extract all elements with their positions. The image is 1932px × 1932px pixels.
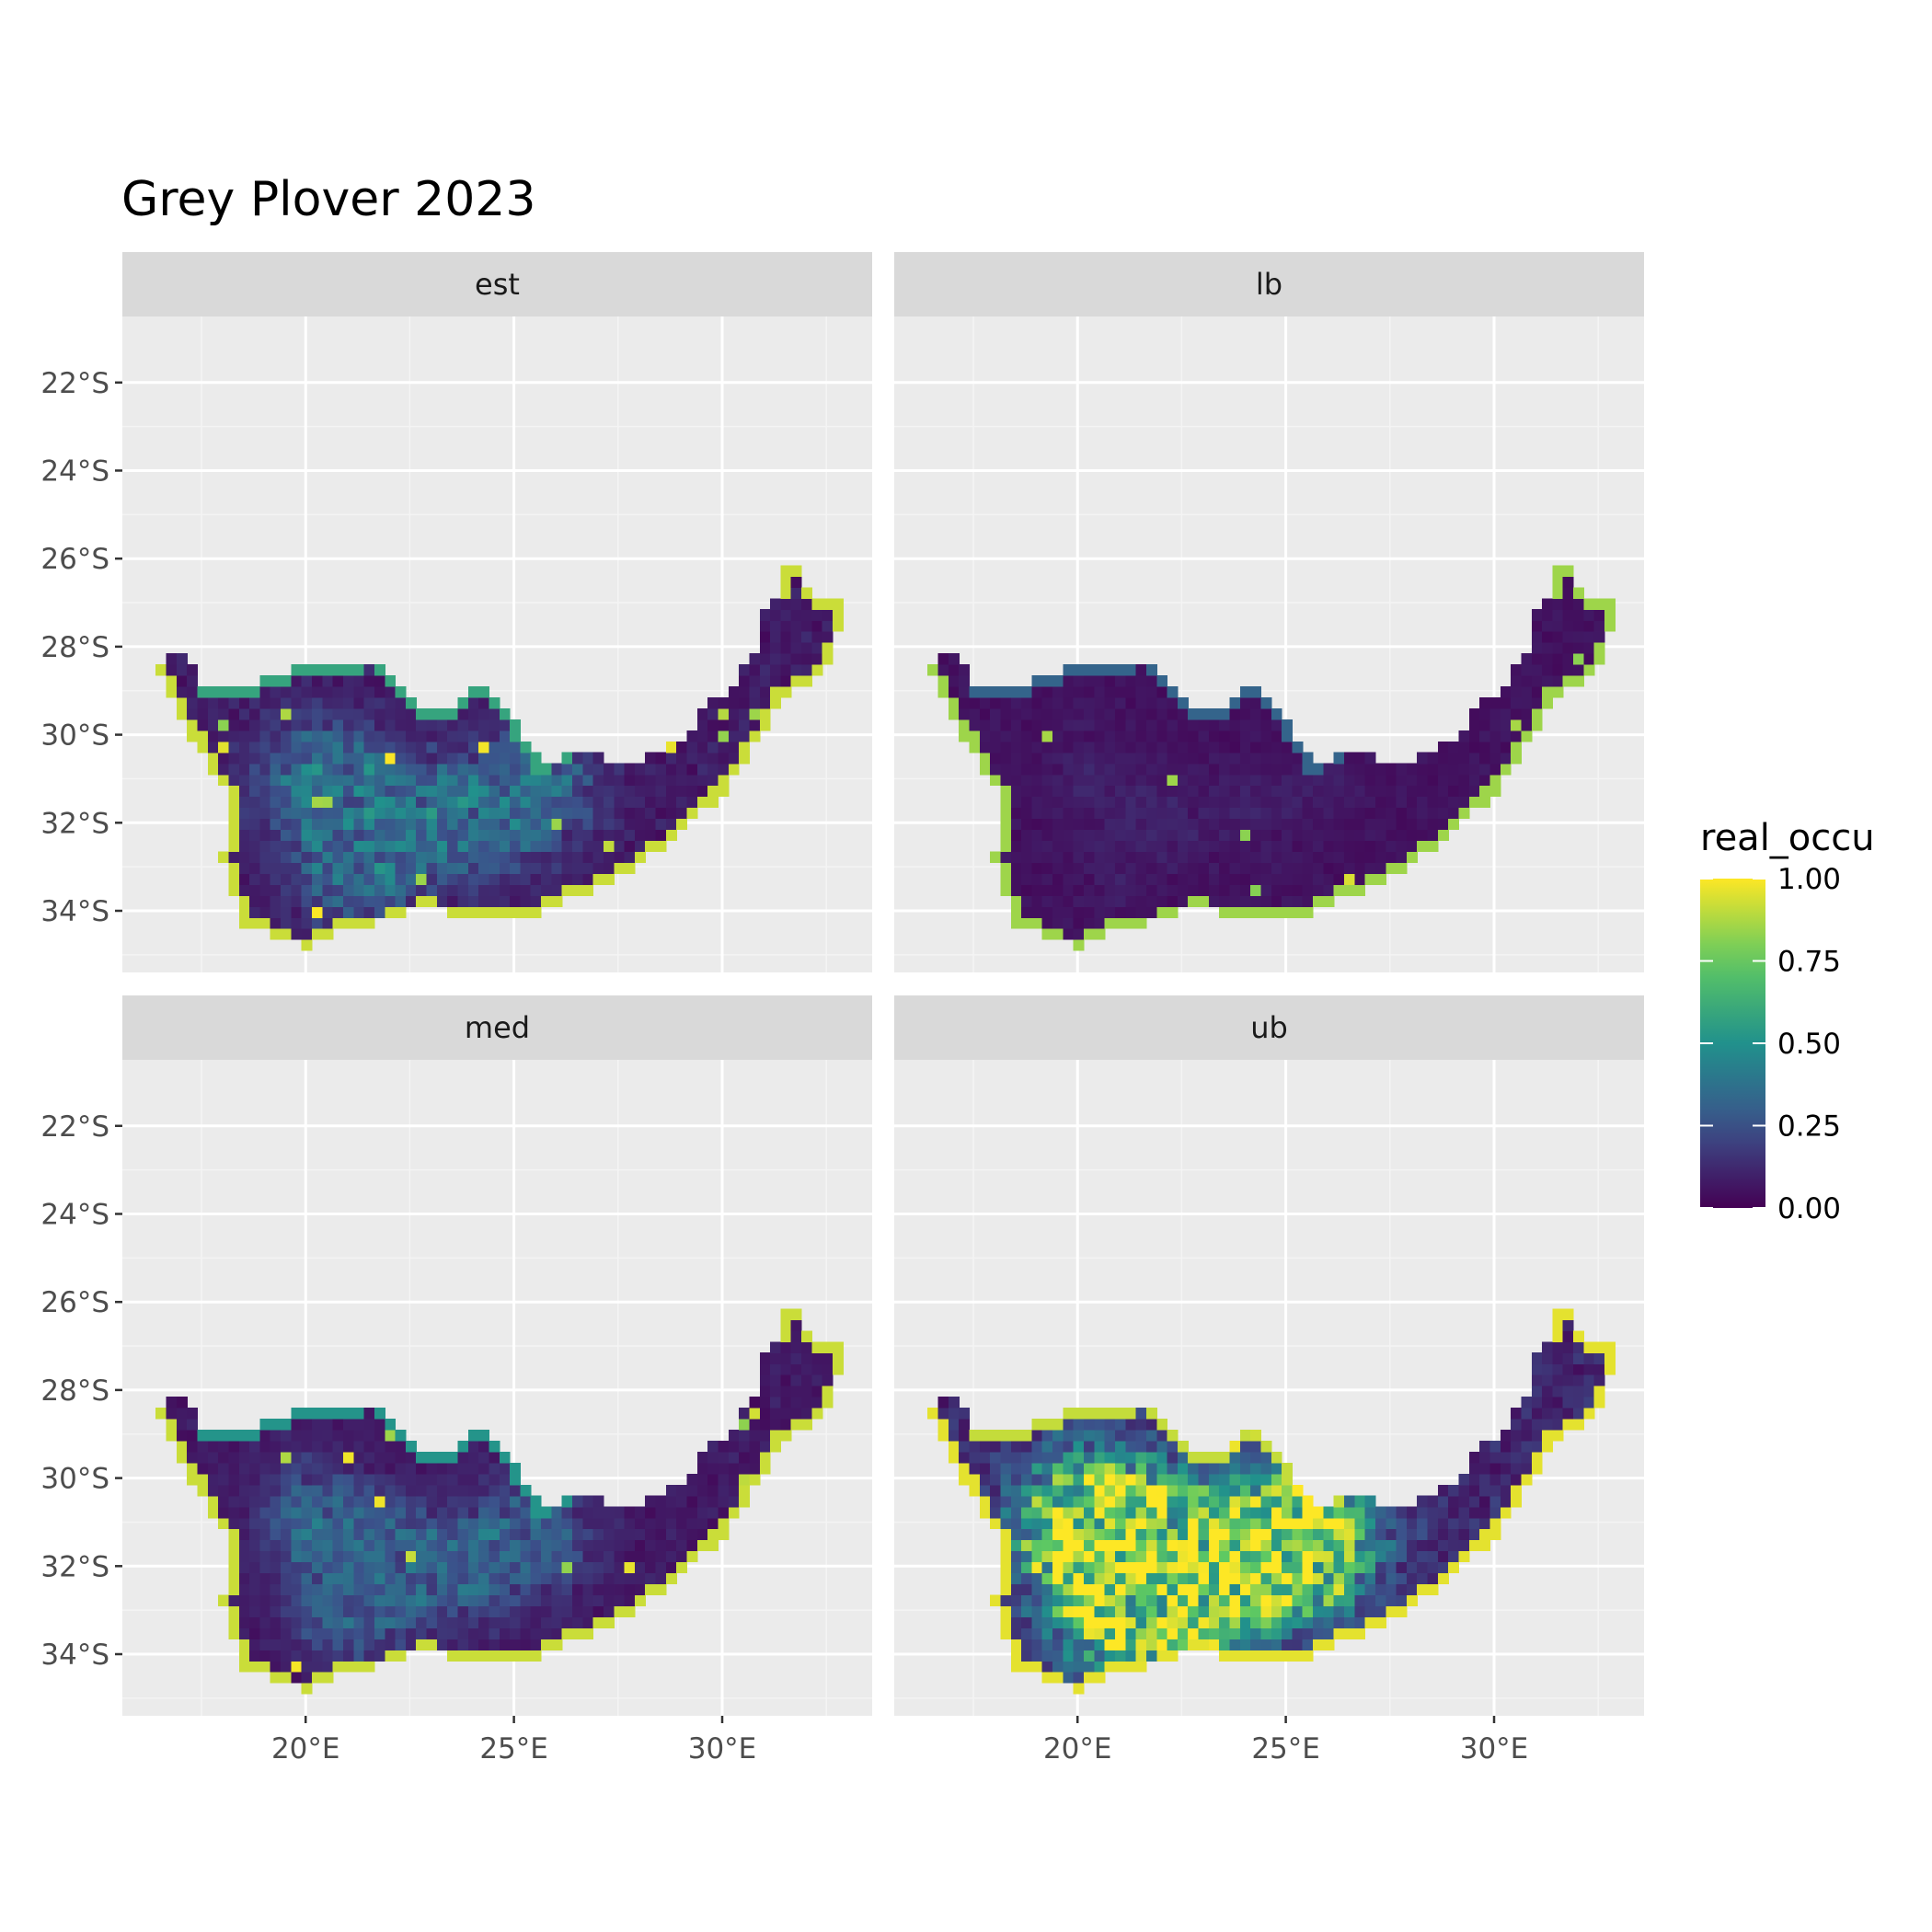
axis-ticks: 22°S 24°S 26°S 28°S 30°S 32°S 34°S 20°E 25°E 30°E: [40, 1110, 756, 1765]
y-tick-label: 30°S: [40, 1463, 109, 1496]
x-tick-label: 30°E: [1460, 1732, 1529, 1765]
axis-ticks: 20°E 25°E 30°E: [1043, 1716, 1528, 1765]
legend-break-label: 0.50: [1777, 1028, 1841, 1061]
occupancy-raster: [927, 1308, 1616, 1695]
occupancy-raster: [927, 565, 1616, 951]
facet-strip-label: lb: [1256, 267, 1282, 302]
y-tick-label: 24°S: [40, 1198, 109, 1231]
facet-panel-med: med 22°S 24°S 26°S 28°S 30°S 32°S 34°S 20°E 25°E 3…: [40, 995, 872, 1765]
occupancy-raster: [155, 1308, 844, 1695]
legend-title: real_occu: [1700, 817, 1875, 859]
legend-break-label: 1.00: [1777, 863, 1841, 896]
y-tick-label: 32°S: [40, 1550, 109, 1583]
color-legend: real_occu 1.00 0.75 0.50 0.25 0.00: [1700, 817, 1875, 1225]
occupancy-raster: [155, 565, 844, 951]
x-tick-label: 25°E: [1251, 1732, 1320, 1765]
x-tick-label: 30°E: [688, 1732, 757, 1765]
y-tick-label: 32°S: [40, 807, 109, 840]
legend-break-label: 0.00: [1777, 1192, 1841, 1225]
y-tick-label: 34°S: [40, 895, 109, 928]
facet-panels: est 22°S 24°S 26°S 28°S 30°S 32°S 34°S lb med 22°S…: [40, 252, 1644, 1765]
y-tick-label: 24°S: [40, 454, 109, 488]
facet-strip: [122, 995, 872, 1060]
facet-strip-label: est: [475, 267, 520, 302]
facet-strip-label: med: [465, 1010, 530, 1045]
x-tick-label: 20°E: [271, 1732, 340, 1765]
axis-ticks: 22°S 24°S 26°S 28°S 30°S 32°S 34°S: [40, 367, 122, 928]
facet-strip: [122, 252, 872, 316]
chart-title: Grey Plover 2023: [121, 172, 535, 227]
y-tick-label: 28°S: [40, 1374, 109, 1408]
facet-strip-label: ub: [1250, 1010, 1288, 1045]
y-tick-label: 22°S: [40, 1110, 109, 1144]
facet-panel-ub: ub 20°E 25°E 30°E: [894, 995, 1644, 1765]
y-tick-label: 28°S: [40, 631, 109, 664]
x-tick-label: 25°E: [479, 1732, 548, 1765]
y-tick-label: 26°S: [40, 1286, 109, 1319]
x-tick-label: 20°E: [1043, 1732, 1112, 1765]
y-tick-label: 22°S: [40, 367, 109, 400]
facet-panel-est: est 22°S 24°S 26°S 28°S 30°S 32°S 34°S: [40, 252, 872, 972]
facet-panel-lb: lb: [894, 252, 1644, 972]
facet-strip: [894, 252, 1644, 316]
y-tick-label: 26°S: [40, 543, 109, 576]
facet-strip: [894, 995, 1644, 1060]
y-tick-label: 30°S: [40, 719, 109, 753]
legend-break-label: 0.75: [1777, 946, 1841, 979]
legend-break-label: 0.25: [1777, 1110, 1841, 1144]
y-tick-label: 34°S: [40, 1639, 109, 1672]
